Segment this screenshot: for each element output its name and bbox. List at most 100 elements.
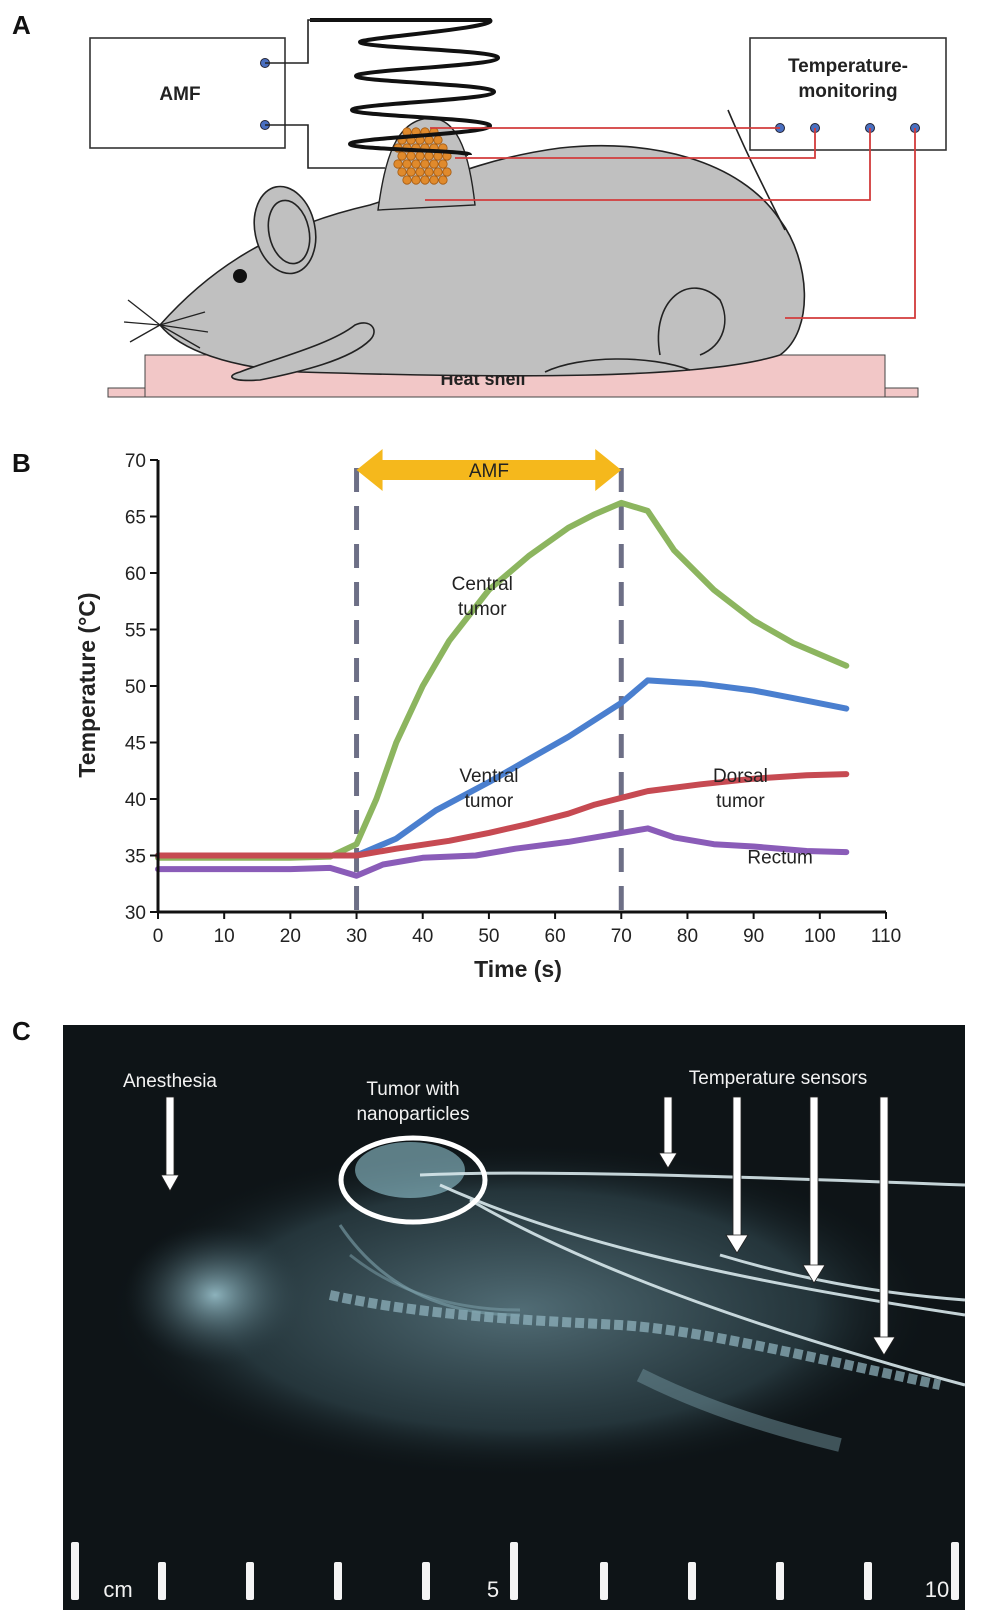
anesthesia-label: Anesthesia — [123, 1071, 217, 1092]
setup-diagram: Heat shell AMF — [89, 18, 947, 398]
temp-box-label-line1: Temperature- — [788, 56, 908, 77]
y-tick-label: 40 — [125, 790, 146, 811]
nanoparticle — [438, 175, 448, 185]
sensors-label: Temperature sensors — [689, 1068, 867, 1089]
y-tick-label: 50 — [125, 677, 146, 698]
x-tick-label: 10 — [214, 926, 235, 947]
whiskers — [123, 299, 209, 349]
anesthesia-arrow — [160, 1096, 180, 1192]
mouse-xray-silhouette — [100, 1140, 966, 1480]
y-tick-label: 30 — [125, 903, 146, 924]
x-tick-label: 110 — [871, 926, 901, 947]
series-label-central-tumor: Central — [452, 574, 513, 595]
ruler-tick — [951, 1542, 959, 1600]
tumor — [377, 117, 476, 211]
nanoparticle — [411, 175, 421, 185]
nanoparticle — [420, 175, 430, 185]
coil — [310, 18, 501, 157]
ruler-tick — [688, 1562, 696, 1600]
nanoparticle — [397, 167, 407, 177]
sensor-wires — [425, 127, 916, 319]
nanoparticle — [406, 167, 416, 177]
sensor-arrow-4 — [872, 1096, 896, 1356]
x-tick-label: 40 — [412, 926, 433, 947]
series-line-rectum — [155, 825, 850, 879]
mouse-illustration — [123, 109, 806, 382]
y-axis-label: Temperature (°C) — [74, 592, 100, 777]
tumor-label-line1: Tumor with — [366, 1079, 459, 1100]
y-tick-label: 70 — [125, 451, 146, 472]
scale-end-label: 10 — [925, 1577, 949, 1602]
ruler-tick — [246, 1562, 254, 1600]
panel-c-letter: C — [12, 1016, 31, 1046]
scale-mid-label: 5 — [487, 1577, 499, 1602]
x-axis-label: Time (s) — [474, 956, 562, 982]
series-label-ventral-tumor: Ventral — [459, 766, 518, 787]
temperature-chart: AMF 30 35 40 45 50 55 60 65 70 0 10 20 30 40 50 60 70 80 9… — [74, 449, 901, 982]
pointer-arrows — [160, 1096, 896, 1356]
panel-b-letter: B — [12, 448, 31, 478]
nanoparticle — [406, 151, 416, 161]
x-tick-label: 30 — [346, 926, 367, 947]
nanoparticle — [420, 159, 430, 169]
nanoparticle — [415, 167, 425, 177]
nanoparticle — [424, 151, 434, 161]
tumor-label-line2: nanoparticles — [356, 1104, 469, 1125]
x-tick-label: 20 — [280, 926, 301, 947]
ruler-tick — [334, 1562, 342, 1600]
x-tick-label: 100 — [804, 926, 836, 947]
nanoparticle — [433, 135, 443, 145]
scale-unit-label: cm — [103, 1577, 132, 1602]
ruler-tick — [864, 1562, 872, 1600]
nanoparticle — [402, 159, 412, 169]
nanoparticle — [411, 159, 421, 169]
x-tick-label: 80 — [677, 926, 698, 947]
temp-box-label-line2: monitoring — [798, 81, 897, 102]
nanoparticle — [429, 175, 439, 185]
series-label-central-tumor: tumor — [458, 599, 507, 620]
nanoparticle — [415, 151, 425, 161]
ruler-tick — [510, 1542, 518, 1600]
x-tick-label: 50 — [478, 926, 499, 947]
ruler-tick — [71, 1542, 79, 1600]
nanoparticle — [424, 167, 434, 177]
series-line-dorsal-tumor — [155, 771, 850, 859]
scale-ruler: cm 5 10 — [71, 1542, 959, 1602]
ruler-tick — [776, 1562, 784, 1600]
sensor-arrow-1 — [658, 1096, 678, 1169]
y-tick-label: 55 — [125, 621, 146, 642]
amf-arrow — [356, 449, 622, 491]
nanoparticle — [402, 175, 412, 185]
x-tick-label: 70 — [611, 926, 632, 947]
nanoparticle — [393, 159, 403, 169]
nanoparticle — [433, 167, 443, 177]
x-tick-label: 60 — [545, 926, 566, 947]
nanoparticle — [438, 159, 448, 169]
x-tick-label: 0 — [153, 926, 164, 947]
series-label-dorsal-tumor: Dorsal — [713, 766, 768, 787]
y-tick-label: 65 — [125, 508, 146, 529]
y-tick-label: 60 — [125, 564, 146, 585]
nanoparticle — [397, 151, 407, 161]
nanoparticle — [429, 159, 439, 169]
y-tick-label: 45 — [125, 734, 146, 755]
series-label-ventral-tumor: tumor — [465, 791, 514, 812]
tumor-highlight-circle — [338, 1135, 488, 1225]
amf-box-label: AMF — [159, 84, 200, 105]
amf-generator-box: AMF — [89, 19, 385, 169]
series-label-rectum: Rectum — [747, 847, 812, 868]
nanoparticle — [442, 167, 452, 177]
xray-image: Anesthesia Tumor with nanoparticles Temp… — [63, 1025, 966, 1610]
ruler-tick — [600, 1562, 608, 1600]
y-tick-label: 35 — [125, 847, 146, 868]
panel-a-letter: A — [12, 10, 31, 40]
ruler-tick — [422, 1562, 430, 1600]
sensor-arrow-3 — [802, 1096, 826, 1284]
amf-arrow-label: AMF — [469, 461, 509, 482]
temperature-monitor-box: Temperature- monitoring — [749, 37, 947, 151]
ruler-tick — [158, 1562, 166, 1600]
sensor-arrow-2 — [725, 1096, 749, 1254]
x-tick-label: 90 — [743, 926, 764, 947]
series-label-dorsal-tumor: tumor — [716, 791, 765, 812]
nanoparticle-cluster — [393, 127, 452, 185]
